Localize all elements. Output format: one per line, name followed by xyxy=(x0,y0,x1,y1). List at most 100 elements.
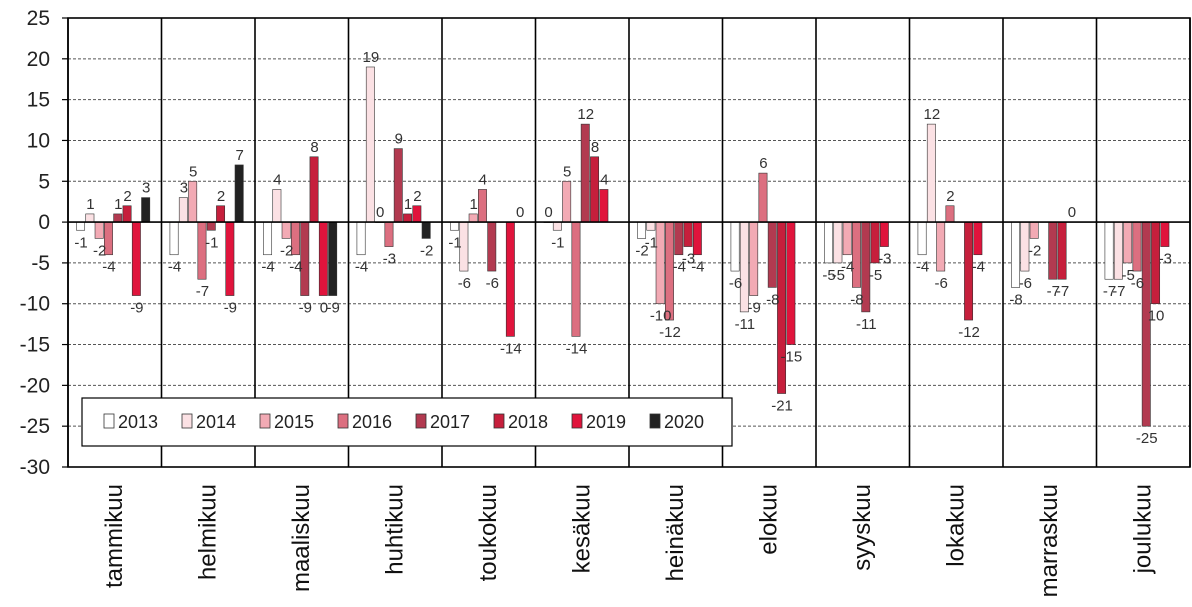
bar-2017-marraskuu xyxy=(1048,221,1058,280)
data-label: -4 xyxy=(972,259,985,276)
bar-2013-lokakuu xyxy=(917,221,927,256)
bar-2016-huhtikuu xyxy=(384,221,394,247)
data-label: 0 xyxy=(544,204,552,221)
data-label: -5 xyxy=(869,267,882,284)
data-label: -10 xyxy=(650,308,672,325)
legend-swatch xyxy=(649,413,661,429)
data-label: 4 xyxy=(600,171,608,188)
data-label: -7 xyxy=(1112,283,1125,300)
data-label: -4 xyxy=(916,259,929,276)
data-label: 0 xyxy=(1068,204,1076,221)
data-label: -4 xyxy=(691,259,704,276)
bar-2019-huhtikuu xyxy=(412,205,422,223)
data-label: -9 xyxy=(299,300,312,317)
legend-box xyxy=(81,397,733,447)
legend-swatch xyxy=(103,413,115,429)
data-label: -7 xyxy=(1047,283,1060,300)
data-label: -3 xyxy=(1159,251,1172,268)
data-label: -2 xyxy=(1028,242,1041,259)
data-label: -25 xyxy=(1136,430,1158,447)
data-label: -7 xyxy=(1056,283,1069,300)
bar-2013-joulukuu xyxy=(1104,221,1114,280)
data-label: 2 xyxy=(413,188,421,205)
bar-2014-maaliskuu xyxy=(272,189,282,223)
legend-swatch xyxy=(337,413,349,429)
data-label: 3 xyxy=(142,180,150,197)
bar-2019-joulukuu xyxy=(1160,221,1170,247)
data-label: -11 xyxy=(856,316,877,333)
data-label: 1 xyxy=(86,196,94,213)
data-label: -5 xyxy=(1121,267,1134,284)
bar-2018-helmikuu xyxy=(216,205,226,223)
bar-2014-huhtikuu xyxy=(365,66,375,223)
data-label: -1 xyxy=(645,234,658,251)
data-label: -8 xyxy=(1009,291,1022,308)
data-label: 2 xyxy=(123,188,131,205)
data-label: -1 xyxy=(74,234,87,251)
y-tick-label: 25 xyxy=(27,7,50,30)
data-label: -5 xyxy=(832,267,845,284)
y-tick-label: 15 xyxy=(27,89,50,112)
data-label: -21 xyxy=(771,398,793,415)
data-labels: -11-2-41 2-93-435-7-12-97-44-2-4-980-9-41… xyxy=(74,49,1172,447)
y-tick-label: -10 xyxy=(20,293,50,316)
bar-2014-helmikuu xyxy=(178,197,188,223)
data-label: -8 xyxy=(850,291,863,308)
data-label: 7 xyxy=(235,147,243,164)
bar-2016-toukokuu xyxy=(478,189,487,223)
bar-2015-kesäkuu xyxy=(562,180,572,223)
data-label: -4 xyxy=(289,259,302,276)
bar-2019-lokakuu xyxy=(973,221,983,256)
bar-2014-tammikuu xyxy=(85,213,95,223)
x-tick-label: maaliskuu xyxy=(288,484,315,592)
data-label: -12 xyxy=(958,324,980,341)
legend-swatch xyxy=(415,413,427,429)
data-label: 1 xyxy=(114,196,122,213)
data-label: -9 xyxy=(326,300,339,317)
data-label: 4 xyxy=(479,171,487,188)
data-label: 0 xyxy=(376,204,384,221)
legend-label: 2020 xyxy=(664,412,704,432)
bar-2017-toukokuu xyxy=(487,221,497,272)
bar-2018-heinäkuu xyxy=(683,221,693,247)
data-label: -8 xyxy=(766,291,779,308)
bar-2015-syyskuu xyxy=(842,221,852,256)
data-label: -2 xyxy=(280,242,293,259)
data-label: 6 xyxy=(759,155,767,172)
y-tick-label: -20 xyxy=(20,374,50,397)
x-tick-label: toukokuu xyxy=(475,484,502,581)
bar-2019-syyskuu xyxy=(879,221,889,247)
bar-2018-kesäkuu xyxy=(590,156,600,223)
data-label: 5 xyxy=(563,163,571,180)
data-label: -4 xyxy=(168,259,181,276)
bar-2018-marraskuu xyxy=(1057,221,1067,280)
legend-swatch xyxy=(181,413,193,429)
bar-2018-maaliskuu xyxy=(309,156,319,223)
data-label: -3 xyxy=(682,251,695,268)
data-label: -4 xyxy=(355,259,368,276)
y-tick-label: -5 xyxy=(31,252,50,275)
x-tick-label: marraskuu xyxy=(1036,484,1063,597)
bar-2014-syyskuu xyxy=(833,221,843,264)
bar-2020-helmikuu xyxy=(234,164,244,223)
x-tick-label: huhtikuu xyxy=(381,484,408,575)
y-tick-label: 10 xyxy=(27,129,50,152)
data-label: -2 xyxy=(420,242,433,259)
bar-2020-tammikuu xyxy=(141,197,151,223)
data-label: 19 xyxy=(363,49,380,66)
data-label: -14 xyxy=(566,340,588,357)
data-label: 12 xyxy=(577,106,594,123)
legend-label: 2014 xyxy=(196,412,236,432)
bar-2017-helmikuu xyxy=(206,221,216,231)
legend-label: 2013 xyxy=(118,412,158,432)
data-label: -7 xyxy=(196,283,209,300)
data-label: -5 xyxy=(822,267,835,284)
data-label: -11 xyxy=(735,316,756,333)
bar-2013-maaliskuu xyxy=(263,221,273,256)
data-label: -4 xyxy=(261,259,274,276)
bar-2015-tammikuu xyxy=(94,221,104,239)
bar-2015-elokuu xyxy=(749,221,759,296)
data-label: 9 xyxy=(395,131,403,148)
bar-2015-joulukuu xyxy=(1123,221,1133,264)
